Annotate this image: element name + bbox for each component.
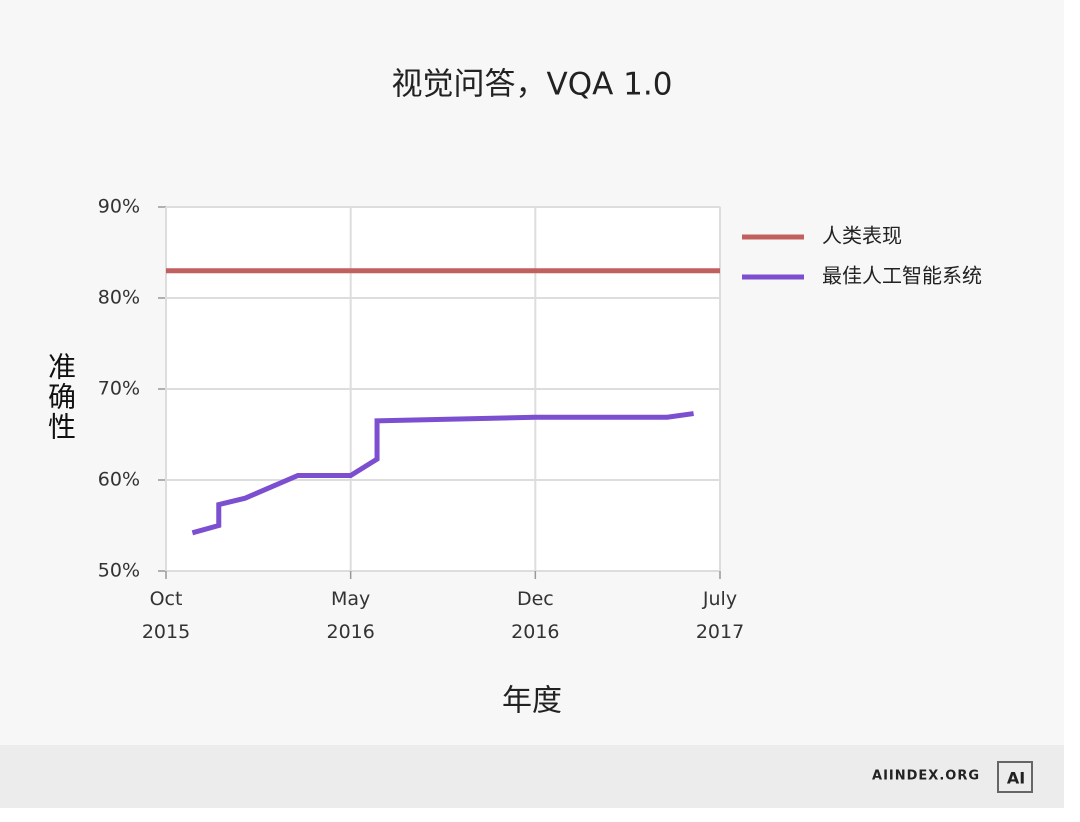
footer-logo: AI	[1007, 769, 1025, 788]
footer-logo-box	[997, 761, 1033, 793]
x-axis-label: 年度	[502, 684, 562, 719]
y-axis-label: 准确性	[44, 352, 77, 442]
y-tick-label: 70%	[98, 378, 140, 400]
legend-label: 人类表现	[822, 224, 902, 248]
footer-site: AIINDEX.ORG	[872, 769, 980, 784]
x-tick-label: July 2017	[696, 588, 744, 643]
series-line	[191, 411, 694, 536]
legend-label: 最佳人工智能系统	[822, 264, 982, 288]
x-tick-label: May 2016	[326, 588, 374, 643]
footer-band	[0, 745, 1064, 808]
y-tick-label: 60%	[98, 469, 140, 491]
x-tick-label: Dec 2016	[511, 588, 559, 643]
y-tick-label: 90%	[98, 196, 140, 218]
y-tick-label: 80%	[98, 287, 140, 309]
chart-title: 视觉问答，VQA 1.0	[392, 67, 673, 103]
x-tick-label: Oct 2015	[142, 588, 190, 643]
y-tick-label: 50%	[98, 560, 140, 582]
